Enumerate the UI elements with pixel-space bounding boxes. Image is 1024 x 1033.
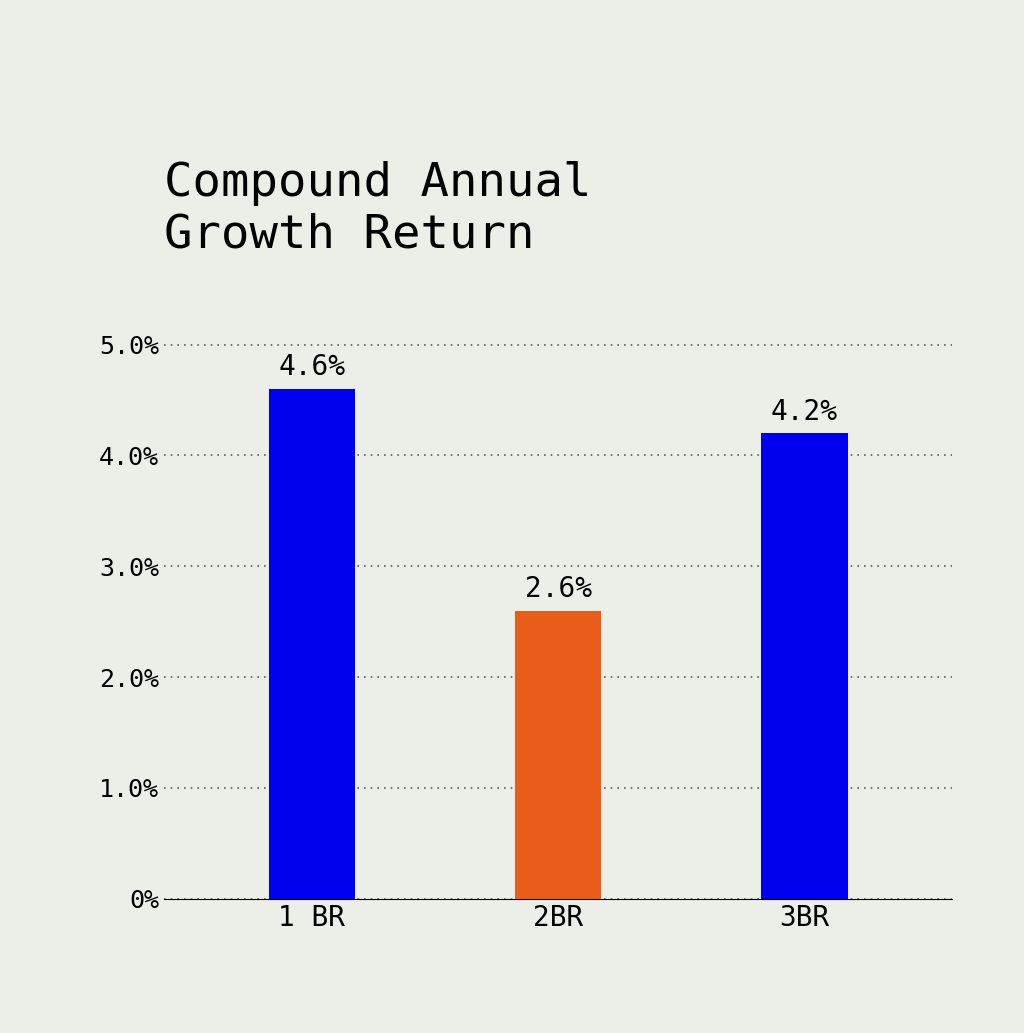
Text: 2.6%: 2.6% — [524, 574, 592, 603]
Text: 4.6%: 4.6% — [279, 353, 345, 381]
Bar — [762, 433, 848, 899]
Text: Compound Annual
Growth Return: Compound Annual Growth Return — [164, 160, 591, 257]
Bar — [515, 611, 601, 899]
Text: 4.2%: 4.2% — [771, 398, 838, 426]
Bar — [268, 389, 354, 899]
